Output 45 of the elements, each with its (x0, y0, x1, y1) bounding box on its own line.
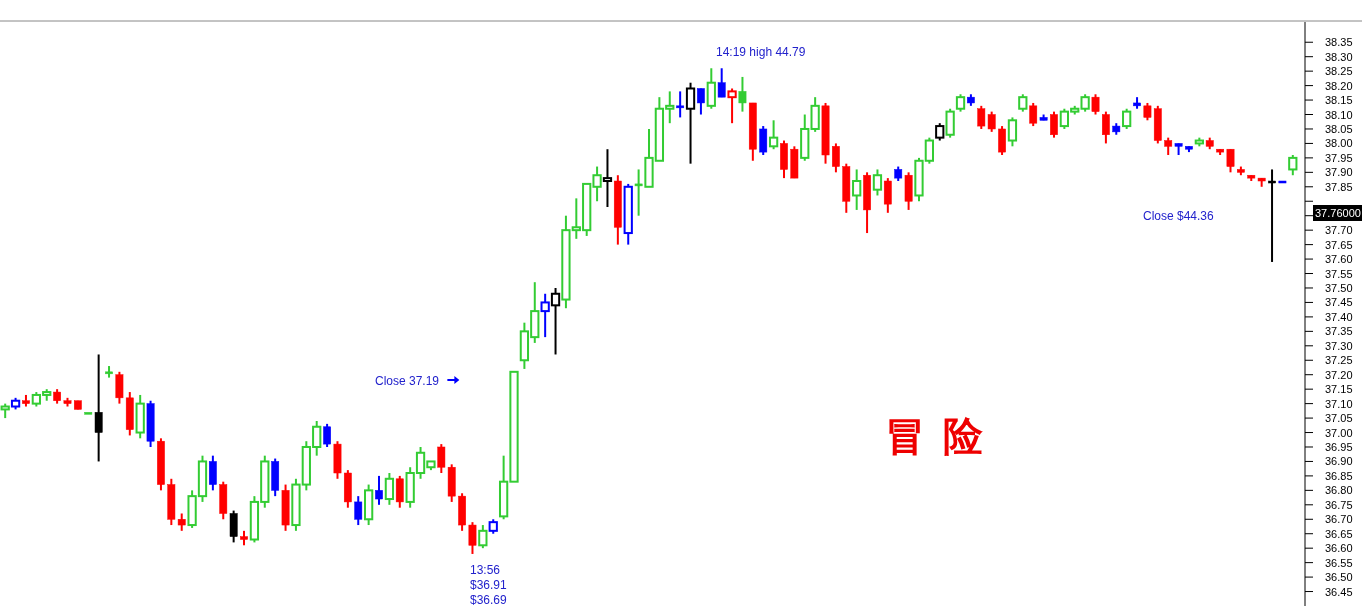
y-tick-label: 38.35 (1325, 36, 1353, 49)
y-tick-label: 37.85 (1325, 180, 1353, 193)
annotation: Close $44.36 (1143, 209, 1215, 223)
y-tick-label: 38.00 (1325, 137, 1353, 150)
y-tick-label: 38.10 (1325, 108, 1353, 121)
y-tick-label: 38.20 (1325, 79, 1353, 92)
y-tick-label: 38.05 (1325, 122, 1353, 135)
y-tick-label: 38.15 (1325, 94, 1353, 107)
y-tick-label: 37.70 (1325, 224, 1353, 237)
annotation: Close 37.19 (375, 374, 440, 388)
y-tick-label: 36.70 (1325, 513, 1353, 526)
y-tick-label: 38.30 (1325, 50, 1353, 63)
y-tick-label: 36.90 (1325, 455, 1353, 468)
price-marker: 37.76000 (1313, 205, 1362, 221)
y-tick-label: 36.55 (1325, 556, 1353, 569)
y-tick-label: 37.40 (1325, 310, 1353, 323)
y-tick-label: 37.20 (1325, 368, 1353, 381)
y-tick-label: 36.45 (1325, 585, 1353, 598)
y-tick-label: 38.25 (1325, 65, 1353, 78)
y-tick-label: 37.95 (1325, 151, 1353, 164)
y-tick-label: 37.35 (1325, 325, 1353, 338)
annotation: $36.69 (470, 593, 508, 606)
y-tick-label: 37.60 (1325, 253, 1353, 266)
y-tick-label: 36.60 (1325, 542, 1353, 555)
y-tick-label: 37.05 (1325, 412, 1353, 425)
y-tick-label: 37.90 (1325, 166, 1353, 179)
annotation: 冒险 (885, 412, 1001, 459)
y-tick-label: 36.65 (1325, 527, 1353, 540)
y-tick-label: 36.95 (1325, 440, 1353, 453)
y-tick-label: 37.50 (1325, 281, 1353, 294)
y-tick-label: 36.75 (1325, 498, 1353, 511)
y-tick-label: 37.30 (1325, 339, 1353, 352)
y-tick-label: 37.55 (1325, 267, 1353, 280)
y-tick-label: 37.45 (1325, 296, 1353, 309)
annotation: 14:19 high 44.79 (716, 45, 806, 59)
y-tick-label: 37.65 (1325, 238, 1353, 251)
y-tick-label: 36.50 (1325, 571, 1353, 584)
y-tick-label: 37.15 (1325, 383, 1353, 396)
y-tick-label: 36.80 (1325, 484, 1353, 497)
y-tick-label: 36.85 (1325, 469, 1353, 482)
y-tick-label: 37.25 (1325, 354, 1353, 367)
annotation: $36.91 (470, 578, 508, 592)
y-tick-label: 37.10 (1325, 397, 1353, 410)
annotation: 13:56 (470, 563, 501, 577)
y-tick-label: 37.00 (1325, 426, 1353, 439)
